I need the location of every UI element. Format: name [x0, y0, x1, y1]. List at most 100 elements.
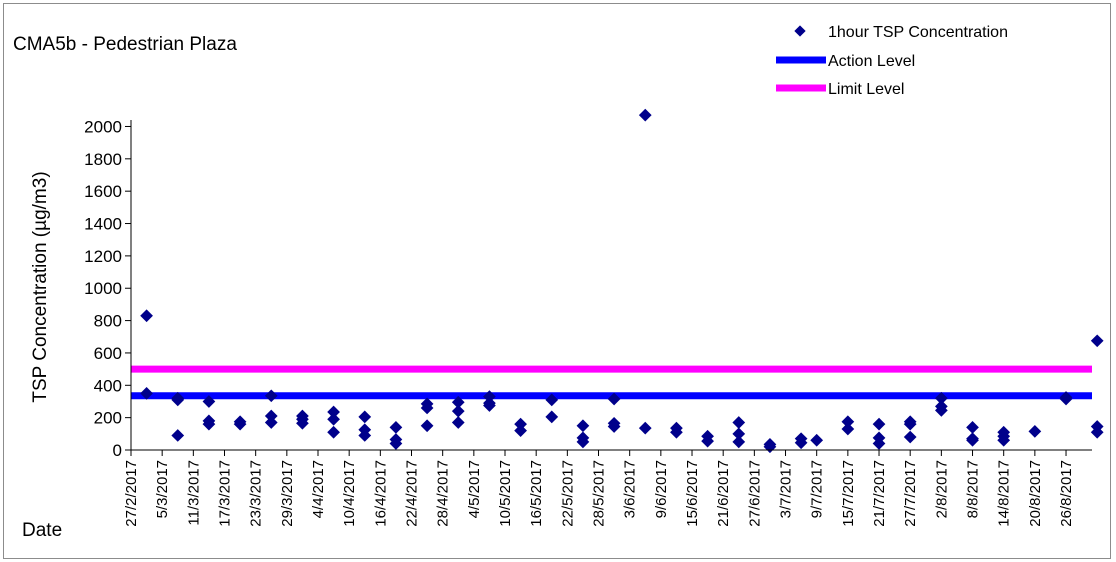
data-point: [903, 417, 917, 431]
x-tick-label: 5/3/2017: [154, 460, 171, 518]
data-point: [327, 412, 340, 426]
scatter-points: [140, 108, 1104, 454]
x-tick-label: 9/7/2017: [809, 460, 826, 518]
data-point: [545, 410, 559, 424]
x-tick-label: 2/8/2017: [933, 460, 950, 518]
x-tick-label: 29/3/2017: [279, 460, 296, 527]
x-tick-label: 21/7/2017: [871, 460, 888, 527]
data-point: [451, 395, 465, 409]
data-point: [451, 416, 465, 429]
y-tick-label: 200: [94, 409, 122, 428]
y-tick-label: 2000: [84, 117, 122, 136]
x-tick-label: 11/3/2017: [185, 460, 202, 526]
data-point: [638, 108, 652, 122]
data-point: [171, 429, 185, 442]
x-axis: 27/2/2017 5/3/2017 11/3/2017 17/3/2017 23/3/…: [123, 450, 1075, 527]
data-point: [1090, 334, 1104, 348]
x-tick-label: 9/6/2017: [653, 460, 670, 518]
data-point: [233, 417, 247, 431]
data-point: [903, 430, 917, 444]
x-tick-label: 15/7/2017: [840, 460, 857, 527]
data-point: [483, 390, 496, 403]
x-tick-label: 14/8/2017: [996, 460, 1013, 527]
y-tick-label: 1800: [84, 150, 122, 169]
x-tick-label: 17/3/2017: [217, 460, 234, 527]
x-tick-label: 15/6/2017: [684, 460, 701, 527]
x-tick-label: 28/4/2017: [435, 460, 452, 527]
x-tick-label: 23/3/2017: [248, 460, 265, 527]
x-tick-label: 8/8/2017: [965, 460, 982, 518]
x-tick-label: 21/6/2017: [715, 460, 732, 527]
y-tick-label: 1400: [84, 215, 122, 234]
data-point: [202, 417, 216, 431]
data-point: [171, 393, 185, 407]
legend-label-limit-level: Limit Level: [828, 81, 904, 98]
data-point: [514, 424, 527, 437]
data-point: [451, 404, 465, 418]
y-tick-label: 0: [113, 441, 122, 460]
data-point: [358, 410, 372, 424]
x-tick-label: 22/4/2017: [404, 460, 421, 527]
chart-title: CMA5b - Pedestrian Plaza: [13, 34, 237, 55]
y-tick-label: 600: [94, 344, 122, 363]
data-point: [327, 405, 340, 419]
data-point: [638, 421, 652, 435]
data-point: [576, 419, 590, 433]
data-point: [420, 419, 434, 433]
data-point: [732, 416, 746, 429]
data-point: [264, 409, 278, 423]
data-point: [140, 309, 153, 323]
legend: 1hour TSP Concentration Action Level Lim…: [776, 24, 1008, 98]
data-point: [140, 387, 153, 400]
x-tick-label: 3/7/2017: [778, 460, 795, 518]
data-point: [389, 437, 403, 450]
data-point: [483, 399, 496, 412]
data-point: [872, 417, 886, 431]
x-tick-label: 28/5/2017: [591, 460, 608, 527]
x-tick-label: 3/6/2017: [622, 460, 639, 518]
data-point: [841, 422, 855, 436]
legend-diamond-icon: [794, 25, 806, 37]
x-tick-label: 27/7/2017: [902, 460, 919, 527]
x-tick-label: 20/8/2017: [1027, 460, 1044, 527]
x-tick-label: 26/8/2017: [1058, 460, 1075, 527]
x-tick-label: 27/2/2017: [123, 460, 140, 527]
data-point: [264, 389, 278, 403]
data-point: [966, 433, 979, 447]
chart-frame: [3, 3, 1111, 559]
y-tick-label: 400: [94, 376, 122, 395]
data-point: [327, 425, 340, 439]
data-point: [264, 416, 278, 429]
data-point: [763, 440, 777, 454]
x-axis-label: Date: [22, 520, 62, 541]
x-tick-label: 4/4/2017: [310, 460, 327, 518]
legend-item-action-level: Action Level: [776, 53, 915, 70]
data-point: [810, 433, 824, 447]
legend-item-limit-level: Limit Level: [776, 81, 904, 98]
x-tick-label: 16/5/2017: [528, 460, 545, 527]
y-tick-label: 1600: [84, 182, 122, 201]
x-tick-label: 16/4/2017: [372, 460, 389, 527]
x-tick-label: 4/5/2017: [466, 460, 483, 518]
y-tick-label: 1000: [84, 279, 122, 298]
y-axis-label: TSP Concentration (µg/m3): [30, 171, 51, 402]
legend-item-concentration: 1hour TSP Concentration: [794, 24, 1008, 41]
level-lines: [131, 365, 1092, 400]
data-point: [202, 395, 216, 408]
y-axis: 0 200 400 600 800 1000 1200 1400 1600 1800 2000: [84, 117, 131, 460]
data-point: [966, 420, 979, 434]
legend-label-concentration: 1hour TSP Concentration: [828, 24, 1008, 41]
legend-label-action-level: Action Level: [828, 53, 915, 70]
y-tick-label: 1200: [84, 247, 122, 266]
data-point: [389, 420, 403, 434]
x-tick-label: 27/6/2017: [746, 460, 763, 527]
axes: [130, 120, 1092, 451]
x-tick-label: 10/5/2017: [497, 460, 514, 527]
y-tick-label: 800: [94, 312, 122, 331]
data-point: [358, 429, 372, 442]
data-point: [732, 435, 746, 449]
x-tick-label: 22/5/2017: [559, 460, 576, 527]
x-tick-label: 10/4/2017: [341, 460, 358, 527]
data-point: [1028, 425, 1042, 438]
data-point: [420, 401, 434, 415]
